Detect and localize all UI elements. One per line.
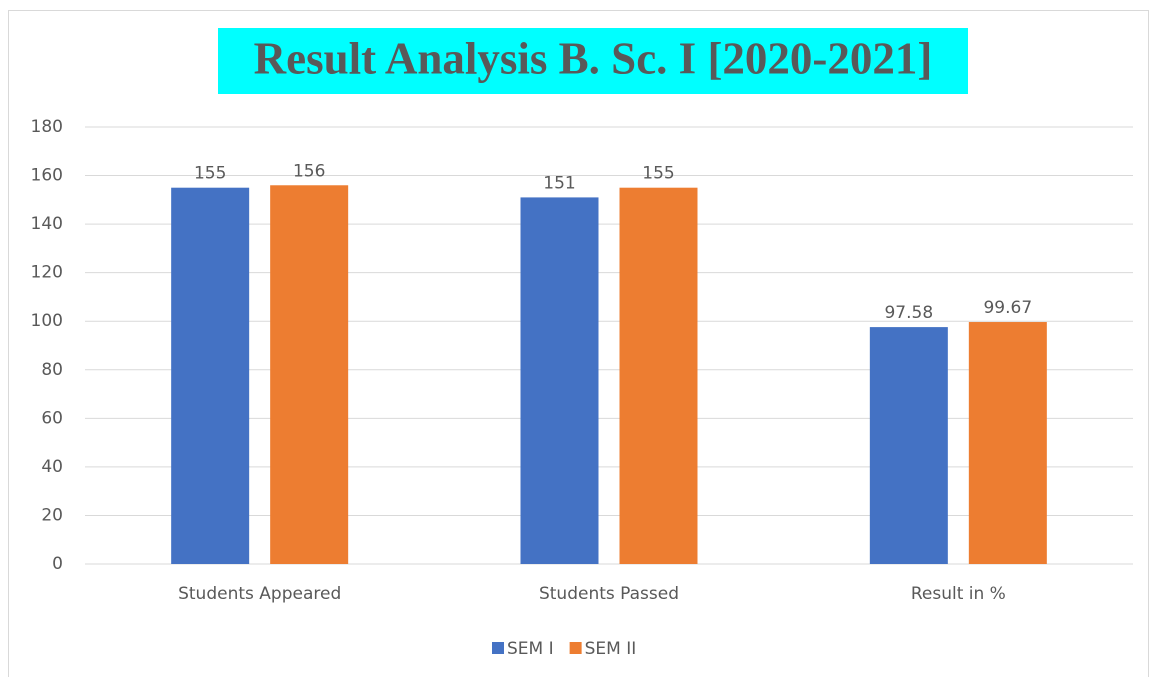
data-label: 155 (642, 164, 674, 184)
y-tick-label: 40 (41, 457, 63, 477)
chart-title: Result Analysis B. Sc. I [2020-2021] (254, 33, 933, 83)
y-tick-label: 120 (31, 263, 63, 283)
legend-label: SEM II (585, 639, 637, 659)
data-label: 155 (194, 164, 226, 184)
y-tick-label: 80 (41, 360, 63, 380)
y-tick-label: 60 (41, 408, 63, 428)
data-label: 151 (543, 173, 575, 193)
bar (869, 327, 948, 564)
y-tick-label: 140 (31, 214, 63, 234)
legend-swatch (492, 642, 504, 654)
y-tick-label: 100 (31, 311, 63, 331)
bar (968, 322, 1047, 564)
data-label: 97.58 (884, 303, 933, 323)
title-highlight (218, 28, 968, 94)
y-tick-label: 160 (31, 166, 63, 186)
legend-label: SEM I (507, 639, 554, 659)
x-tick-label: Result in % (911, 584, 1006, 604)
x-tick-label: Students Passed (539, 584, 679, 604)
x-tick-label: Students Appeared (178, 584, 341, 604)
legend-swatch (569, 642, 582, 654)
y-tick-label: 0 (52, 554, 63, 574)
bar (619, 187, 698, 564)
bar (520, 197, 599, 564)
data-label: 156 (293, 161, 325, 181)
y-tick-label: 20 (41, 505, 63, 525)
bar (270, 185, 349, 564)
bar (171, 187, 250, 564)
data-label: 99.67 (983, 298, 1032, 318)
y-tick-label: 180 (31, 117, 63, 137)
